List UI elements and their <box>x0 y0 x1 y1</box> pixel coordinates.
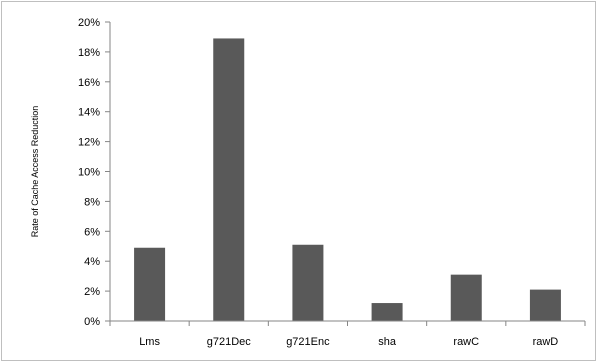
bar-rawd <box>529 289 561 321</box>
bar-sha <box>371 303 403 321</box>
y-tick-label: 0% <box>84 316 100 328</box>
y-tick-labels: 0% 2% 4% 6% 8% 10% 12% 14% 16% 18% 20% <box>78 17 100 328</box>
y-tick-marks <box>105 21 110 322</box>
bar-rawc <box>450 274 482 321</box>
x-tick-labels: Lms g721Dec g721Enc sha rawC rawD <box>139 336 558 348</box>
bar-lms <box>134 247 166 321</box>
y-tick-label: 2% <box>84 286 100 298</box>
y-axis-title: Rate of Cache Access Reduction <box>30 106 40 238</box>
x-tick-label: Lms <box>139 336 160 348</box>
x-tick-label: rawD <box>533 336 559 348</box>
y-tick-label: 18% <box>78 47 100 59</box>
x-tick-label: g721Dec <box>207 336 252 348</box>
y-tick-label: 12% <box>78 137 100 149</box>
y-axis-title-group: Rate of Cache Access Reduction <box>30 106 40 238</box>
x-tick-marks <box>109 321 586 326</box>
x-tick-label: rawC <box>453 336 479 348</box>
x-tick-label: g721Enc <box>286 336 330 348</box>
y-tick-label: 16% <box>78 77 100 89</box>
y-tick-label: 4% <box>84 256 100 268</box>
y-tick-label: 8% <box>84 196 100 208</box>
y-tick-label: 6% <box>84 226 100 238</box>
bar-g721enc <box>292 244 324 321</box>
y-tick-label: 10% <box>78 167 100 179</box>
y-tick-label: 14% <box>78 107 100 119</box>
bars <box>134 38 561 321</box>
bar-g721dec <box>213 38 245 321</box>
x-tick-label: sha <box>378 336 397 348</box>
y-tick-label: 20% <box>78 17 100 29</box>
